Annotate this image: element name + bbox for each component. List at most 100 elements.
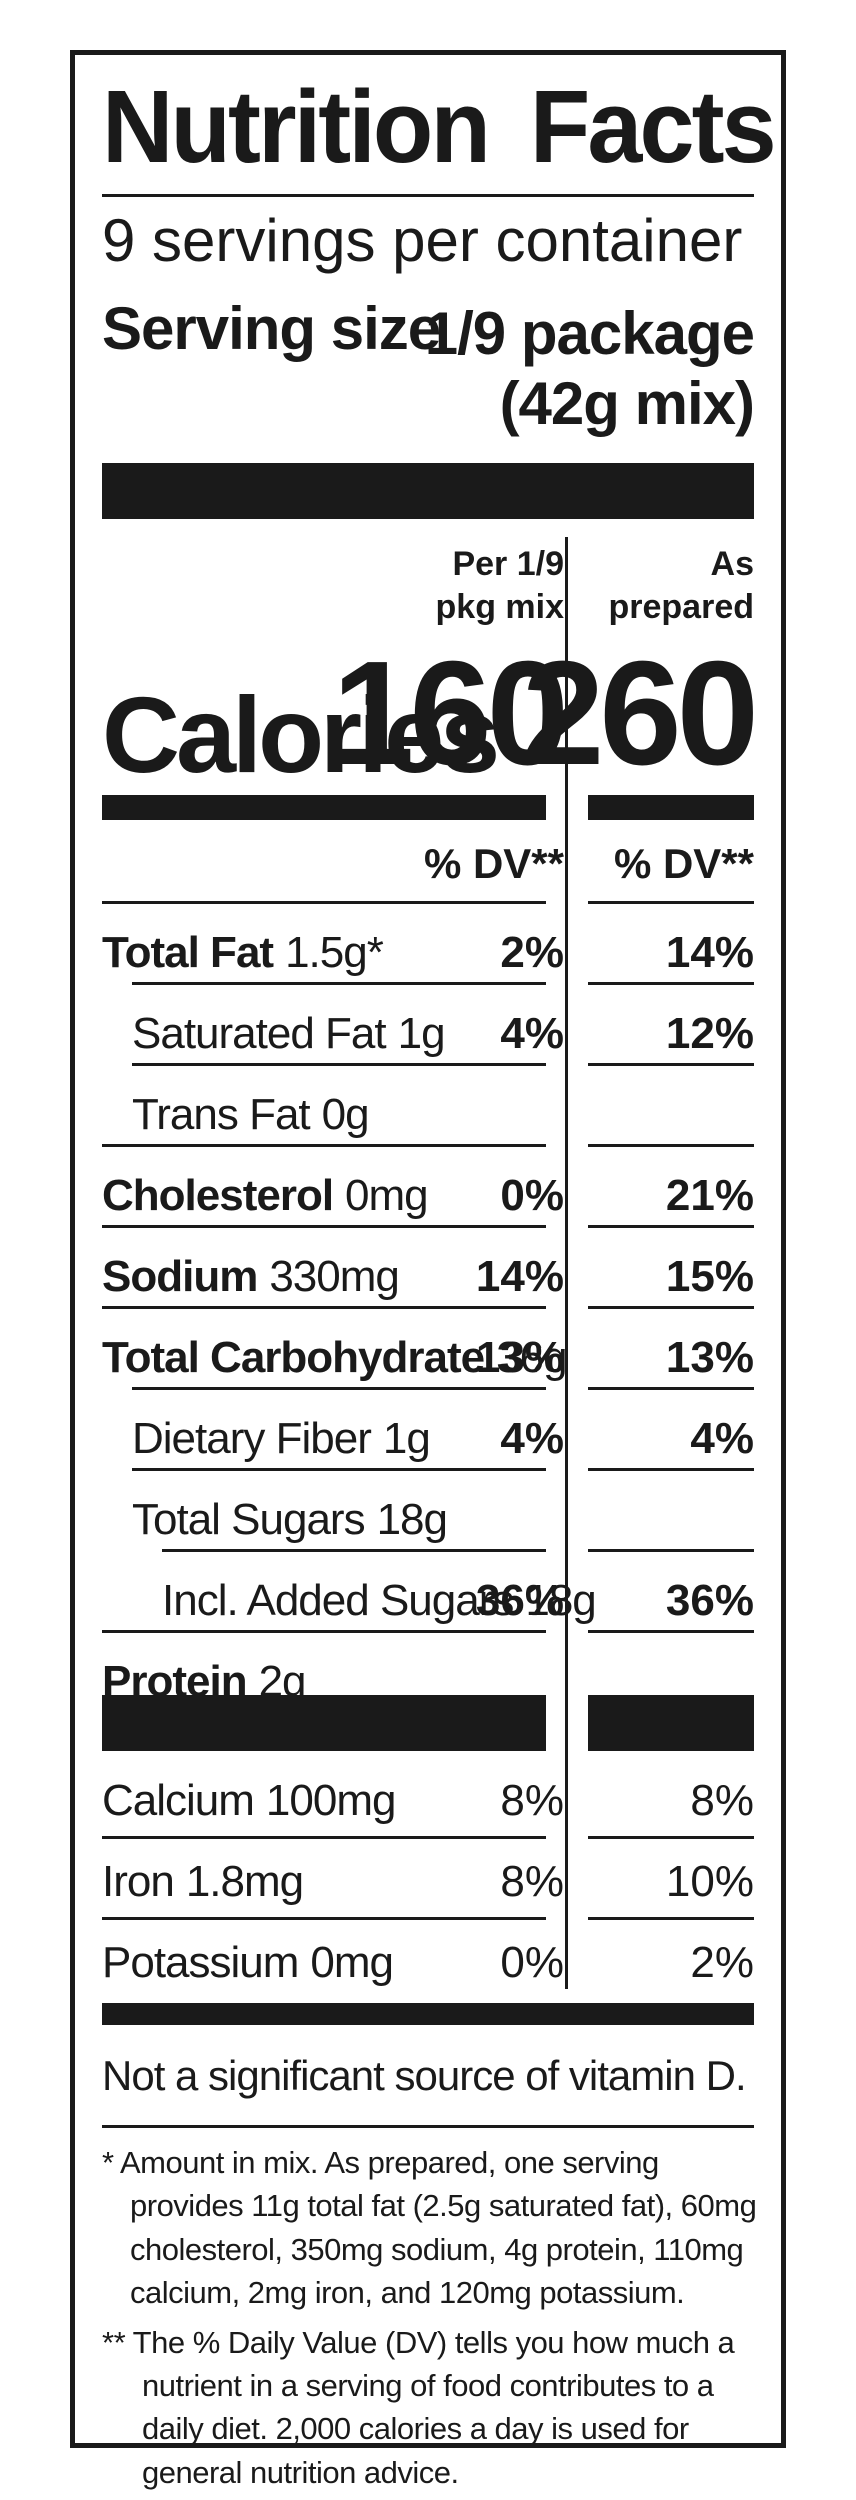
mineral-dv-mix: 8% xyxy=(500,1776,564,1825)
column-prepared-header-line1: As xyxy=(710,545,754,583)
column-mix-header-line1: Per 1/9 xyxy=(452,545,564,583)
nutrient-name: Total Carbohydrate xyxy=(102,1333,485,1382)
vitamin-d-note: Not a significant source of vitamin D. xyxy=(102,2052,747,2099)
nutrient-amount: 36g xyxy=(496,1333,567,1382)
calories-label: Calories xyxy=(102,674,500,795)
nutrient-dv-prepared: 13% xyxy=(665,1333,754,1382)
row-separator-right xyxy=(588,1306,754,1309)
nutrient-name: Cholesterol xyxy=(102,1171,334,1220)
nutrient-label: Total Carbohydrate 36g xyxy=(102,1333,568,1382)
nutrient-dv-prepared: 36% xyxy=(665,1576,754,1625)
panel-title: Nutrition Facts xyxy=(102,69,777,184)
column-prepared-header-line2: prepared xyxy=(608,587,755,626)
nutrition-facts-panel: Nutrition Facts 9 servings per container… xyxy=(70,50,786,2490)
row-separator-right xyxy=(588,1225,754,1228)
nutrient-label: Dietary Fiber 1g xyxy=(132,1414,431,1463)
row-separator-right xyxy=(588,1549,754,1552)
nutrient-amount: 0g xyxy=(321,1090,370,1139)
dv-header-prepared: % DV** xyxy=(613,840,754,887)
row-separator-left xyxy=(132,982,546,985)
dv-header-mix: % DV** xyxy=(423,840,564,887)
nutrient-name: Sodium xyxy=(102,1252,258,1301)
row-separator-right xyxy=(588,1144,754,1147)
serving-size-value-line2: (42g mix) xyxy=(499,370,755,438)
nutrient-name: Trans Fat xyxy=(132,1090,311,1139)
mineral-name: Potassium xyxy=(102,1938,299,1987)
nutrient-label: Saturated Fat 1g xyxy=(132,1009,446,1058)
nutrient-name: Dietary Fiber xyxy=(132,1414,372,1463)
thick-rule-calories-left xyxy=(102,795,546,820)
row-separator-right xyxy=(588,1468,754,1471)
nutrient-amount: 18g xyxy=(525,1576,596,1625)
column-mix-header: Per 1/9 pkg mix xyxy=(384,543,564,628)
nutrient-amount: 0mg xyxy=(345,1171,429,1220)
footnote-daily-value: ** The % Daily Value (DV) tells you how … xyxy=(102,2324,735,2490)
row-separator-right xyxy=(588,982,754,985)
mineral-separator-left xyxy=(102,1836,546,1839)
thick-rule-top xyxy=(102,463,754,519)
mineral-dv-prepared: 10% xyxy=(665,1857,754,1906)
nutrient-name: Total Fat xyxy=(102,928,274,977)
nutrient-label: Trans Fat 0g xyxy=(132,1090,370,1139)
serving-size-value-line1: 1/9 package xyxy=(424,300,755,367)
nutrient-dv-prepared: 21% xyxy=(665,1171,754,1220)
row-separator-left xyxy=(102,1225,546,1228)
nutrient-dv-prepared: 12% xyxy=(665,1009,754,1058)
row-separator-right xyxy=(588,1063,754,1066)
nutrient-dv-prepared: 4% xyxy=(690,1414,754,1463)
dv-header-separator-left xyxy=(102,901,546,904)
footnotes: * Amount in mix. As prepared, one servin… xyxy=(102,2141,762,2494)
mineral-label: Iron 1.8mg xyxy=(102,1857,304,1906)
mineral-separator-right xyxy=(588,1836,754,1839)
row-separator-left xyxy=(102,1630,546,1633)
row-separator-left xyxy=(132,1468,546,1471)
nutrient-label: Sodium 330mg xyxy=(102,1252,400,1301)
nutrient-name: Total Sugars xyxy=(132,1495,366,1544)
mineral-dv-mix: 0% xyxy=(500,1938,564,1987)
nutrient-label: Incl. Added Sugars 18g xyxy=(162,1576,597,1625)
nutrient-dv-mix: 14% xyxy=(475,1252,564,1301)
column-prepared-header: As prepared xyxy=(574,543,755,628)
column-mix-header-line2: pkg mix xyxy=(435,587,564,626)
nutrient-dv-mix: 36% xyxy=(475,1576,564,1625)
mineral-name: Iron xyxy=(102,1857,175,1906)
nutrient-label: Cholesterol 0mg xyxy=(102,1171,429,1220)
nutrient-amount: 330mg xyxy=(269,1252,400,1301)
column-divider xyxy=(565,537,568,1989)
calories-prepared-value: 260 xyxy=(522,631,759,796)
nutrient-amount: 1g xyxy=(397,1009,446,1058)
mineral-amount: 0mg xyxy=(310,1938,394,1987)
mineral-name: Calcium xyxy=(102,1776,255,1825)
nutrient-name: Incl. Added Sugars xyxy=(162,1576,514,1625)
servings-per-container: 9 servings per container xyxy=(102,207,743,274)
mineral-amount: 1.8mg xyxy=(185,1857,304,1906)
thick-rule-minerals-right xyxy=(588,1695,754,1751)
nutrient-amount: 1g xyxy=(382,1414,431,1463)
row-separator-left xyxy=(132,1063,546,1066)
nutrient-dv-prepared: 14% xyxy=(665,928,754,977)
mineral-dv-prepared: 8% xyxy=(690,1776,754,1825)
thick-rule-minerals-left xyxy=(102,1695,546,1751)
mineral-separator-left xyxy=(102,1917,546,1920)
footnote-amount-in-mix: * Amount in mix. As prepared, one servin… xyxy=(102,2145,757,2311)
nutrient-label: Total Fat 1.5g* xyxy=(102,928,384,977)
row-separator-left xyxy=(102,1306,546,1309)
row-separator-right xyxy=(588,1630,754,1633)
mineral-separator-right xyxy=(588,1917,754,1920)
mineral-label: Potassium 0mg xyxy=(102,1938,394,1987)
title-rule xyxy=(102,194,754,197)
row-separator-left xyxy=(132,1387,546,1390)
nutrient-dv-prepared: 15% xyxy=(665,1252,754,1301)
footnote-rule xyxy=(102,2125,754,2128)
thick-rule-bottom xyxy=(102,2003,754,2025)
mineral-dv-prepared: 2% xyxy=(690,1938,754,1987)
nutrient-amount: 1.5g* xyxy=(285,928,384,977)
mineral-dv-mix: 8% xyxy=(500,1857,564,1906)
nutrient-dv-mix: 13% xyxy=(475,1333,564,1382)
row-separator-left xyxy=(102,1144,546,1147)
nutrient-dv-mix: 2% xyxy=(500,928,564,977)
nutrient-dv-mix: 0% xyxy=(500,1171,564,1220)
row-separator-left xyxy=(162,1549,546,1552)
thick-rule-calories-right xyxy=(588,795,754,820)
serving-size-value: 1/9 package (42g mix) xyxy=(424,299,755,439)
